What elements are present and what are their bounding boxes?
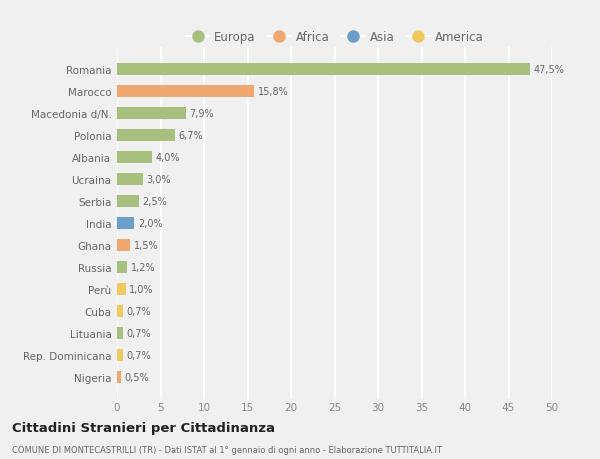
Text: 0,7%: 0,7% <box>127 307 151 317</box>
Bar <box>117 174 143 186</box>
Bar <box>117 306 123 318</box>
Text: 2,5%: 2,5% <box>142 197 167 207</box>
Text: 6,7%: 6,7% <box>179 131 203 141</box>
Bar <box>117 130 175 142</box>
Text: 4,0%: 4,0% <box>155 153 180 163</box>
Text: 0,5%: 0,5% <box>125 372 149 382</box>
Text: 0,7%: 0,7% <box>127 329 151 338</box>
Text: 15,8%: 15,8% <box>258 87 289 97</box>
Text: Cittadini Stranieri per Cittadinanza: Cittadini Stranieri per Cittadinanza <box>12 421 275 434</box>
Bar <box>117 152 152 164</box>
Bar <box>117 64 530 76</box>
Bar <box>117 218 134 230</box>
Bar <box>117 108 186 120</box>
Text: 1,2%: 1,2% <box>131 263 155 273</box>
Text: 3,0%: 3,0% <box>146 175 171 185</box>
Bar <box>117 349 123 361</box>
Bar <box>117 196 139 208</box>
Bar <box>117 371 121 383</box>
Bar <box>117 240 130 252</box>
Text: 1,0%: 1,0% <box>129 285 154 295</box>
Text: 7,9%: 7,9% <box>189 109 214 119</box>
Bar <box>117 284 126 296</box>
Text: 2,0%: 2,0% <box>138 219 163 229</box>
Text: 1,5%: 1,5% <box>134 241 158 251</box>
Bar <box>117 327 123 340</box>
Legend: Europa, Africa, Asia, America: Europa, Africa, Asia, America <box>181 26 488 48</box>
Text: 47,5%: 47,5% <box>534 65 565 75</box>
Text: 0,7%: 0,7% <box>127 350 151 360</box>
Bar <box>117 86 254 98</box>
Bar <box>117 262 127 274</box>
Text: COMUNE DI MONTECASTRILLI (TR) - Dati ISTAT al 1° gennaio di ogni anno - Elaboraz: COMUNE DI MONTECASTRILLI (TR) - Dati IST… <box>12 445 442 454</box>
